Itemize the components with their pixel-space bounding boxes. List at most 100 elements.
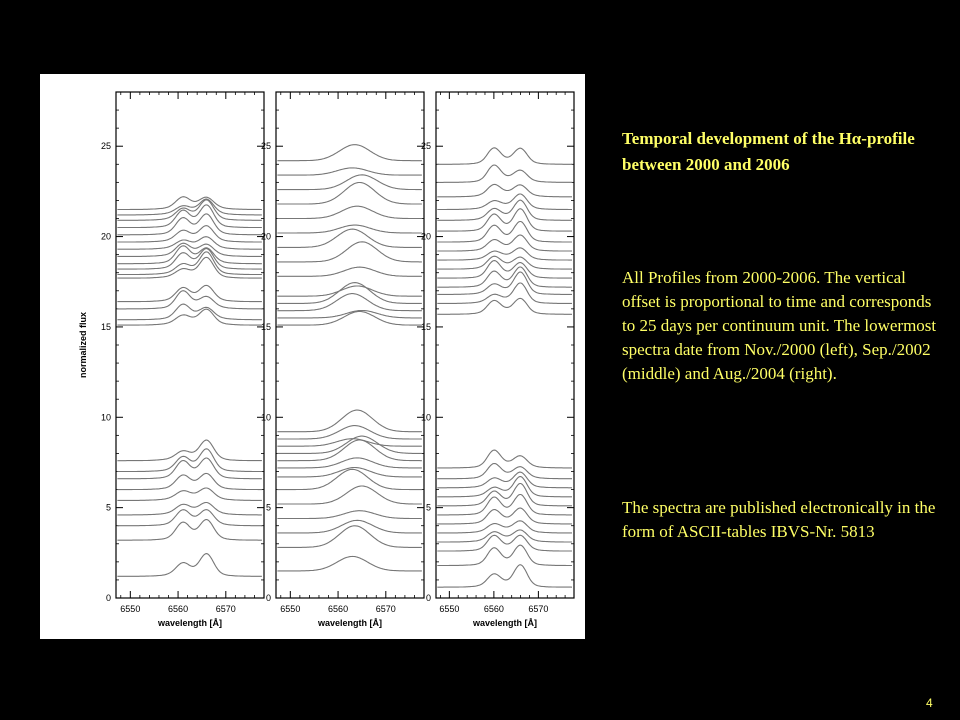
spectrum-line-middle: [277, 555, 422, 572]
spectrum-line-left: [117, 256, 262, 279]
spectrum-line-left: [117, 251, 262, 276]
spectrum-line-left: [117, 509, 262, 527]
spectrum-line-left: [117, 487, 262, 501]
spectrum-line-left: [117, 204, 262, 229]
x-tick-label: 6560: [168, 604, 188, 614]
spectrum-line-left: [117, 198, 262, 216]
y-tick-label: 5: [426, 503, 431, 513]
y-tick-label: 10: [421, 412, 431, 422]
spectrum-line-middle: [277, 205, 422, 220]
y-tick-label: 5: [106, 503, 111, 513]
spectrum-line-right: [437, 266, 572, 288]
spectrum-line-right: [437, 260, 572, 279]
spectrum-line-middle: [277, 457, 422, 469]
y-tick-label: 25: [261, 141, 271, 151]
panel-frame-left: [115, 91, 265, 599]
y-tick-label: 0: [106, 593, 111, 603]
spectrum-line-middle: [277, 485, 422, 505]
x-axis-label: wavelength [Å]: [317, 618, 382, 628]
x-axis-label: wavelength [Å]: [472, 618, 537, 628]
x-tick-label: 6560: [328, 604, 348, 614]
x-tick-label: 6570: [216, 604, 236, 614]
spectrum-line-left: [117, 553, 262, 577]
spectrum-line-right: [437, 220, 572, 243]
spectrum-line-middle: [277, 310, 422, 326]
spectrum-line-right: [437, 544, 572, 567]
spectrum-line-middle: [277, 466, 422, 478]
spectrum-line-middle: [277, 282, 422, 304]
spectrum-line-left: [117, 439, 262, 462]
y-tick-label: 15: [421, 322, 431, 332]
x-tick-label: 6570: [376, 604, 396, 614]
spectrum-line-right: [437, 507, 572, 525]
spectrum-line-middle: [277, 435, 422, 454]
spectrum-line-left: [117, 472, 262, 491]
x-tick-label: 6570: [528, 604, 548, 614]
spectrum-line-left: [117, 199, 262, 221]
x-axis-label: wavelength [Å]: [157, 618, 222, 628]
spectrum-line-left: [117, 290, 262, 310]
spectrum-line-left: [117, 242, 262, 257]
spectrum-line-right: [437, 271, 572, 295]
spectrum-line-right: [437, 247, 572, 261]
spectrum-line-right: [437, 476, 572, 498]
spectrum-line-middle: [277, 293, 422, 312]
x-tick-label: 6550: [120, 604, 140, 614]
y-tick-label: 15: [101, 322, 111, 332]
spectrum-line-left: [117, 236, 262, 250]
spectrum-line-right: [437, 183, 572, 198]
spectrum-line-right: [437, 449, 572, 469]
spectrum-line-right: [437, 164, 573, 183]
spectra-chart-svg: 0 5 10 15 20 25 6550 6560 6570 wavelength [Å] norm…: [78, 91, 575, 628]
spectrum-line-middle: [277, 144, 422, 162]
spectrum-line-right: [437, 471, 572, 489]
spectrum-line-right: [437, 282, 572, 304]
panel-frame-right: [435, 91, 575, 599]
spectrum-line-right: [437, 564, 573, 588]
spectrum-line-left: [117, 245, 262, 265]
spectra-figure: 0 5 10 15 20 25 6550 6560 6570 wavelength [Å] norm…: [40, 74, 585, 639]
spectrum-line-right: [437, 297, 572, 315]
spectrum-line-right: [437, 462, 572, 480]
spectrum-line-right: [437, 529, 572, 543]
publication-note: The spectra are published electronically…: [622, 498, 936, 541]
spectrum-line-left: [117, 248, 262, 270]
y-tick-label: 25: [421, 141, 431, 151]
spectrum-line-middle: [277, 425, 422, 440]
spectrum-line-left: [117, 225, 262, 243]
spectrum-line-middle: [277, 519, 422, 534]
spectrum-line-middle: [277, 167, 422, 176]
spectrum-line-right: [437, 193, 572, 211]
spectrum-line-middle: [277, 438, 422, 447]
spectrum-line-middle: [277, 439, 422, 462]
y-tick-label: 5: [266, 503, 271, 513]
spectrum-line-middle: [277, 241, 422, 263]
y-tick-label: 20: [421, 232, 431, 242]
spectrum-line-right: [437, 534, 572, 552]
y-tick-label: 10: [261, 412, 271, 422]
slide-title: Temporal development of the Hα-profile b…: [622, 129, 915, 174]
x-tick-label: 6550: [439, 604, 459, 614]
spectrum-line-right: [437, 520, 572, 534]
spectrum-line-right: [437, 234, 572, 252]
y-tick-label: 20: [261, 232, 271, 242]
x-tick-label: 6550: [280, 604, 300, 614]
spectrum-line-left: [117, 457, 262, 480]
y-tick-label: 0: [266, 593, 271, 603]
x-tick-label: 6560: [484, 604, 504, 614]
y-tick-label: 20: [101, 232, 111, 242]
spectrum-line-middle: [277, 181, 422, 205]
spectrum-line-middle: [277, 468, 422, 491]
spectrum-line-right: [437, 255, 572, 270]
spectrum-line-right: [437, 493, 572, 516]
spectrum-line-middle: [277, 510, 422, 520]
spectrum-line-middle: [277, 174, 422, 191]
y-tick-label: 25: [101, 141, 111, 151]
spectrum-line-left: [117, 519, 262, 541]
slide-description: All Profiles from 2000-2006. The vertica…: [622, 268, 937, 383]
y-tick-label: 0: [426, 593, 431, 603]
spectrum-line-left: [117, 284, 262, 303]
slide-number: 4: [926, 696, 933, 710]
spectrum-line-middle: [277, 309, 422, 319]
spectrum-line-left: [117, 308, 262, 326]
